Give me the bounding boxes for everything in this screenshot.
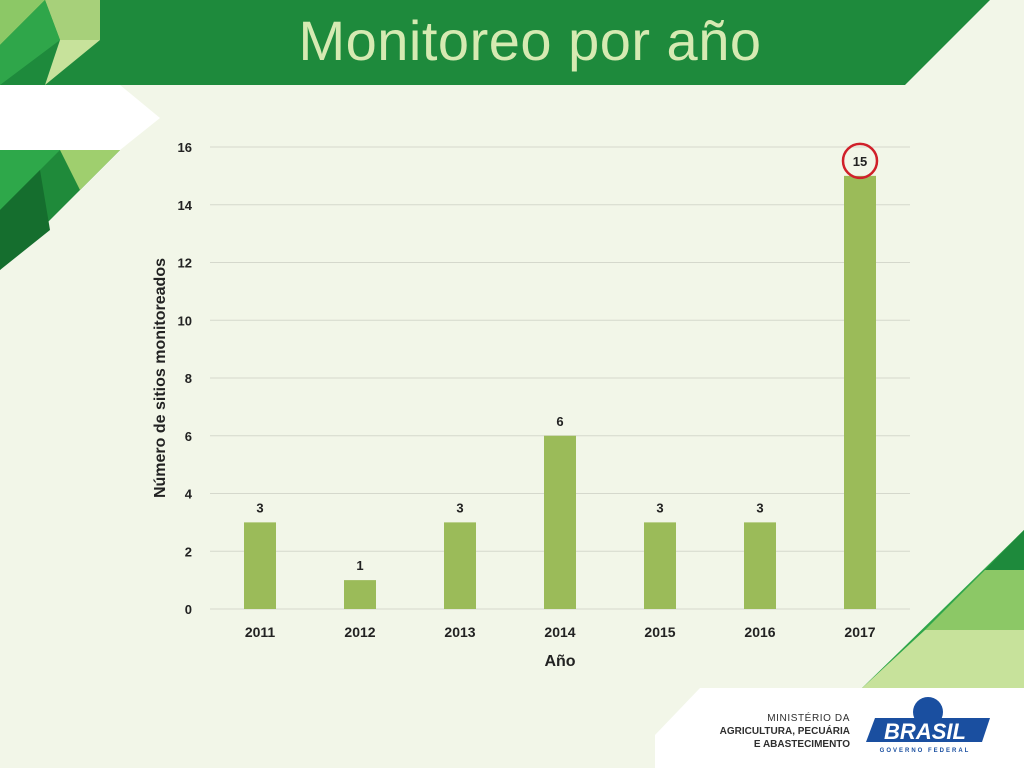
mosaic-tile xyxy=(860,630,1024,690)
mosaic-tile xyxy=(45,40,100,85)
y-tick-label: 0 xyxy=(185,602,192,617)
x-tick-label: 2016 xyxy=(744,624,775,640)
mosaic-tile xyxy=(0,0,60,85)
y-axis-title: Número de sitios monitoreados xyxy=(152,258,169,498)
mosaic-tile xyxy=(0,170,50,270)
bar xyxy=(644,522,676,609)
data-label: 6 xyxy=(556,414,563,429)
logo-plate xyxy=(866,718,990,742)
x-tick-label: 2011 xyxy=(245,624,276,640)
ministry-line-1: MINISTÉRIO DA xyxy=(767,713,850,724)
bar xyxy=(744,522,776,609)
highlight-circle xyxy=(841,142,879,180)
bar xyxy=(344,580,376,609)
y-tick-label: 10 xyxy=(178,313,192,328)
mosaic-tile xyxy=(985,530,1024,570)
logo-subtitle: GOVERNO FEDERAL xyxy=(880,748,971,754)
data-label: 3 xyxy=(456,500,463,515)
white-banner xyxy=(0,85,160,150)
x-tick-label: 2014 xyxy=(544,624,575,640)
y-tick-label: 12 xyxy=(178,256,192,271)
slide-title: Monitoreo por año xyxy=(298,9,762,72)
y-tick-label: 6 xyxy=(185,429,192,444)
mosaic-tile xyxy=(45,0,100,40)
x-axis-title: Año xyxy=(544,653,575,670)
x-tick-label: 2015 xyxy=(644,624,675,640)
brasil-logo: BRASIL GOVERNO FEDERAL xyxy=(866,697,990,754)
data-label: 3 xyxy=(656,500,663,515)
header-band xyxy=(0,0,990,85)
bar xyxy=(544,435,576,609)
mosaic-tile xyxy=(925,570,1024,630)
ministry-text: MINISTÉRIO DA AGRICULTURA, PECUÁRIA E AB… xyxy=(700,712,850,751)
data-label: 15 xyxy=(853,154,867,169)
x-tick-label: 2013 xyxy=(444,624,475,640)
bar xyxy=(444,522,476,609)
x-tick-label: 2012 xyxy=(344,624,375,640)
y-tick-label: 16 xyxy=(178,140,192,155)
bar xyxy=(844,175,876,609)
data-label: 1 xyxy=(356,558,363,573)
y-tick-label: 4 xyxy=(185,487,193,502)
mosaic-tile xyxy=(60,150,120,190)
ministry-line-3: E ABASTECIMENTO xyxy=(753,739,850,750)
y-tick-label: 8 xyxy=(185,371,192,386)
ministry-line-2: AGRICULTURA, PECUÁRIA xyxy=(719,726,850,737)
y-tick-label: 14 xyxy=(178,198,193,213)
data-label: 3 xyxy=(256,500,263,515)
data-label: 3 xyxy=(756,500,763,515)
bar xyxy=(244,522,276,609)
logo-word: BRASIL xyxy=(884,719,966,744)
x-tick-label: 2017 xyxy=(844,624,875,640)
y-tick-label: 2 xyxy=(185,544,192,559)
